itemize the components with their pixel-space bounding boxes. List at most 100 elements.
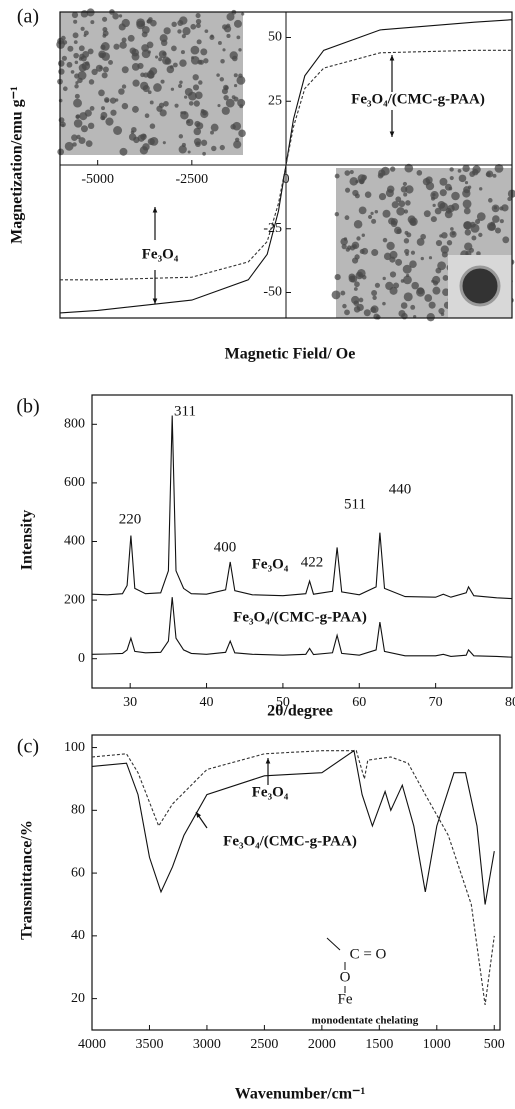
tem-particle <box>396 228 402 234</box>
x-tick-label: 3500 <box>135 1037 163 1052</box>
tem-particle <box>121 102 129 110</box>
tem-particle <box>406 232 412 238</box>
tem-particle <box>370 211 374 215</box>
tem-particle <box>200 48 208 56</box>
x-axis-title: Magnetic Field/ Oe <box>225 346 356 363</box>
tem-particle <box>345 187 351 193</box>
tem-particle <box>195 13 201 19</box>
tem-particle <box>87 48 94 55</box>
annotation: Fe₃O₄ <box>252 556 289 572</box>
tem-particle <box>179 80 183 85</box>
annotation: Fe <box>338 991 353 1007</box>
tem-particle <box>184 95 188 99</box>
tem-particle <box>383 252 392 261</box>
tem-particle <box>101 52 110 61</box>
tem-particle <box>200 139 208 146</box>
tem-particle <box>131 62 140 71</box>
tem-particle <box>147 90 152 95</box>
tem-particle <box>416 287 426 297</box>
tem-particle <box>432 203 436 208</box>
tem-particle <box>163 100 169 107</box>
tem-particle <box>109 97 117 104</box>
tem-particle <box>371 218 377 224</box>
tem-particle <box>356 236 361 241</box>
tem-particle <box>226 12 235 21</box>
tem-particle <box>431 196 436 201</box>
tem-particle <box>374 282 381 288</box>
tem-particle <box>358 297 364 303</box>
tem-particle <box>172 62 178 68</box>
tem-particle <box>344 215 350 221</box>
tem-particle <box>435 267 442 274</box>
tem-particle <box>179 16 188 25</box>
tem-particle <box>219 144 225 151</box>
tem-particle <box>162 51 167 56</box>
tem-particle <box>463 186 471 194</box>
tem-particle <box>396 207 405 216</box>
tem-particle <box>67 45 74 52</box>
tem-particle <box>155 55 159 59</box>
tem-particle <box>435 239 443 247</box>
y-tick-label: 800 <box>64 417 85 432</box>
y-tick-label: 60 <box>71 865 85 880</box>
tem-particle <box>118 14 123 18</box>
tem-particle <box>439 177 448 186</box>
plot-frame <box>91 394 513 689</box>
tem-particle <box>499 206 504 211</box>
tem-particle <box>403 292 413 302</box>
tem-particle <box>451 191 460 201</box>
tem-particle <box>178 83 183 89</box>
tem-particle <box>411 281 419 290</box>
tem-particle <box>340 290 346 296</box>
tem-particle <box>73 119 83 128</box>
y-tick-label: 600 <box>64 475 85 490</box>
tem-particle <box>494 227 502 234</box>
tem-particle <box>393 282 400 289</box>
tem-particle <box>100 111 108 119</box>
tem-particle <box>355 271 364 280</box>
tem-particle <box>438 307 445 315</box>
tem-particle <box>488 198 493 203</box>
tem-particle <box>204 29 209 34</box>
tem-particle <box>344 309 350 316</box>
tem-particle <box>149 123 156 129</box>
arrow-head <box>389 131 395 137</box>
tem-particle <box>158 57 163 62</box>
y-tick-label: 25 <box>268 93 282 108</box>
tem-particle <box>121 84 127 89</box>
tem-particle <box>464 181 469 185</box>
tem-particle <box>159 34 168 43</box>
annotation: C = O <box>350 946 387 962</box>
tem-particle <box>403 275 412 285</box>
tem-particle <box>359 179 364 185</box>
tem-particle <box>402 264 412 274</box>
tem-particle <box>77 77 83 84</box>
tem-particle <box>193 127 202 136</box>
tem-particle <box>442 275 449 281</box>
tem-particle <box>236 75 246 85</box>
tem-particle <box>221 88 228 95</box>
x-tick-label: 2000 <box>308 1037 336 1052</box>
tem-particle <box>237 98 246 107</box>
tem-particle <box>349 170 354 175</box>
tem-particle <box>105 117 114 126</box>
tem-particle <box>75 114 81 119</box>
y-tick-label: -25 <box>263 221 282 236</box>
annotation: 400 <box>214 539 237 555</box>
tem-particle <box>119 147 128 156</box>
y-tick-label: 20 <box>71 991 85 1006</box>
tem-particle <box>144 113 150 119</box>
tem-particle <box>347 245 352 250</box>
tem-particle <box>62 40 68 45</box>
tem-particle <box>61 123 65 127</box>
tem-particle <box>190 23 197 30</box>
tem-particle <box>171 21 177 28</box>
tem-particle <box>331 290 341 300</box>
x-tick-label: 4000 <box>78 1037 106 1052</box>
x-tick-label: -2500 <box>175 172 208 187</box>
tem-particle <box>99 66 103 70</box>
tem-particle <box>476 212 486 221</box>
tem-particle <box>221 106 230 115</box>
tem-particle <box>187 150 191 154</box>
tem-particle <box>64 141 74 151</box>
